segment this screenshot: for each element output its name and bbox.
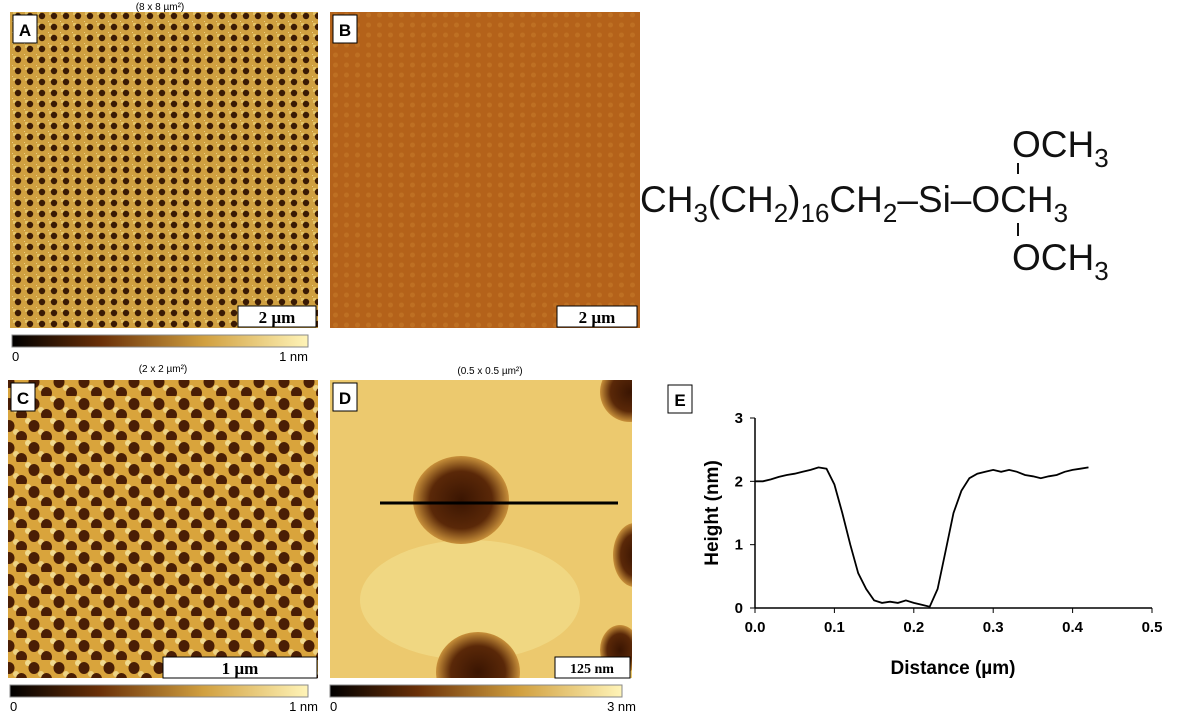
y-axis-title: Height (nm) xyxy=(702,460,723,566)
afm-image xyxy=(8,380,318,678)
x-axis-title: Distance (µm) xyxy=(891,658,1016,679)
y-tick-label: 1 xyxy=(735,537,743,554)
panel-size: (2 x 2 µm²) xyxy=(139,364,188,375)
colorbar-max: 3 nm xyxy=(607,699,636,713)
panel-label: A xyxy=(19,21,31,40)
panel-label: E xyxy=(674,391,685,410)
colorbar-min: 0 xyxy=(10,699,17,713)
scale-bar-label: 125 nm xyxy=(570,662,614,677)
formula-bottom: OCH3 xyxy=(1012,237,1109,286)
scale-bar-label: 1 µm xyxy=(222,659,259,678)
colorbar xyxy=(330,685,622,697)
line-chart: E Distance (µm) Height (nm) 0.0 0.1 0.2 0.3… xyxy=(668,385,1162,679)
colorbar-min: 0 xyxy=(12,349,19,364)
x-tick-label: 0.2 xyxy=(903,619,924,636)
afm-image xyxy=(10,12,318,328)
panel-label: D xyxy=(339,389,351,408)
panel-label: C xyxy=(17,389,29,408)
colorbar xyxy=(10,685,308,697)
formula-chain: CH3(CH2)16CH2–Si–OCH3 xyxy=(640,179,1068,228)
data-line xyxy=(755,467,1089,606)
x-tick-label: 0.1 xyxy=(824,619,845,636)
x-tick-label: 0.5 xyxy=(1142,619,1163,636)
x-tick-label: 0.4 xyxy=(1062,619,1084,636)
colorbar-min: 0 xyxy=(330,699,337,713)
panel-size: (8 x 8 µm²) xyxy=(136,2,185,13)
colorbar-max: 1 nm xyxy=(279,349,308,364)
x-tick-label: 0.0 xyxy=(745,619,766,636)
formula-top: OCH3 xyxy=(1012,124,1109,173)
scale-bar-label: 2 µm xyxy=(259,308,296,327)
figure: (8 x 8 µm²) A 2 µm 0 1 nm B 2 µm (2 x 2 … xyxy=(0,0,1198,713)
colorbar-max: 1 nm xyxy=(289,699,318,713)
panel-label: B xyxy=(339,21,351,40)
scale-bar-label: 2 µm xyxy=(579,308,616,327)
y-tick-label: 3 xyxy=(735,410,743,427)
colorbar xyxy=(12,335,308,347)
panel-size: (0.5 x 0.5 µm²) xyxy=(457,366,522,377)
y-tick-label: 2 xyxy=(735,473,743,490)
afm-image xyxy=(330,12,640,328)
y-tick-label: 0 xyxy=(735,600,743,617)
x-tick-label: 0.3 xyxy=(983,619,1004,636)
